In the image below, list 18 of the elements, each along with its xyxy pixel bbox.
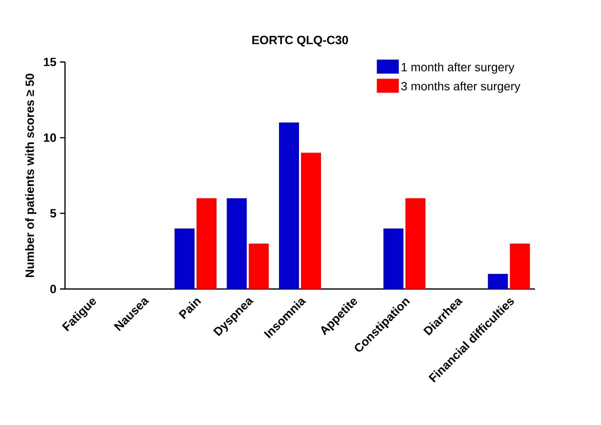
legend-label: 1 month after surgery xyxy=(402,62,514,74)
y-tick-label: 0 xyxy=(50,284,56,294)
y-tick-label: 15 xyxy=(44,58,56,66)
bar xyxy=(279,122,300,289)
y-tick-label: 10 xyxy=(44,133,56,142)
bar xyxy=(174,228,195,289)
bar xyxy=(488,274,508,289)
bar xyxy=(383,228,404,289)
chart-title: EORTC QLQ-C30 xyxy=(252,36,348,47)
bar xyxy=(300,152,321,289)
legend-label: 3 months after surgery xyxy=(401,82,520,93)
bar xyxy=(405,198,426,289)
y-axis-title: Number of patients with scores ≥ 50 xyxy=(25,74,36,277)
bar xyxy=(226,198,247,289)
bar xyxy=(510,244,530,289)
bar xyxy=(196,198,217,289)
y-tick-label: 5 xyxy=(50,209,56,218)
bar xyxy=(248,244,269,289)
